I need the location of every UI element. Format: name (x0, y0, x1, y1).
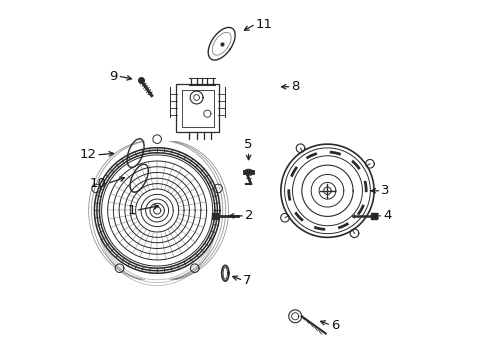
Text: 4: 4 (383, 210, 392, 222)
Text: 9: 9 (109, 69, 118, 82)
Text: 7: 7 (243, 274, 252, 287)
Text: 5: 5 (245, 138, 253, 151)
Text: 10: 10 (90, 177, 107, 190)
Text: 11: 11 (256, 18, 273, 31)
Text: 12: 12 (79, 148, 96, 161)
Text: 1: 1 (127, 204, 136, 217)
Text: 8: 8 (292, 80, 300, 93)
Text: 3: 3 (381, 184, 390, 197)
Text: 2: 2 (245, 210, 253, 222)
Text: 6: 6 (331, 319, 340, 332)
